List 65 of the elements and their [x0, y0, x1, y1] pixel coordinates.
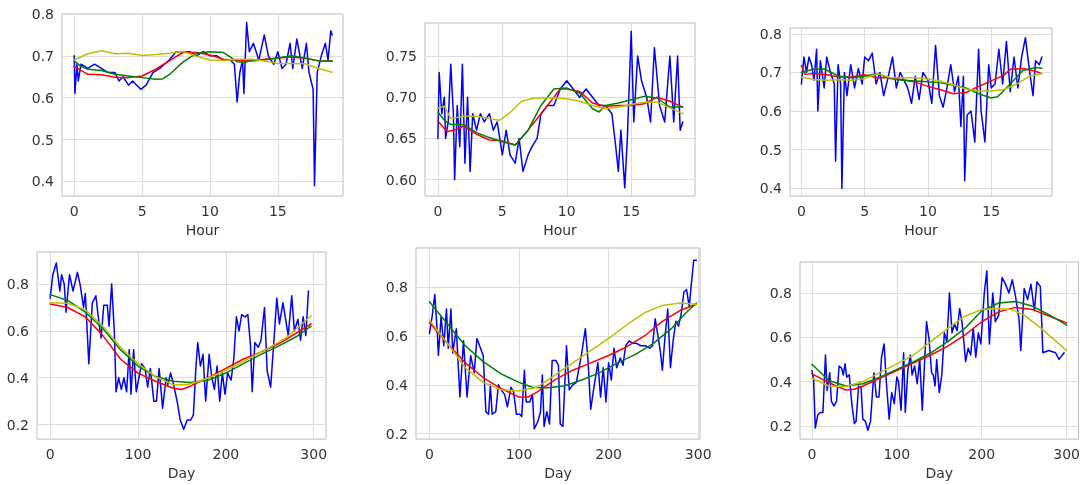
y-tick-label: 0.5	[31, 131, 54, 148]
x-axis-title: Day	[544, 465, 572, 481]
x-tick-label: 5	[497, 203, 507, 220]
x-tick-label: 0	[69, 203, 79, 220]
y-tick-label: 0.2	[6, 416, 29, 433]
x-axis-title: Day	[167, 465, 196, 481]
y-tick-label: 0.70	[385, 89, 417, 106]
line-series	[437, 30, 684, 189]
x-axis-title: Hour	[185, 222, 220, 238]
line-series	[800, 72, 1043, 92]
line-series	[73, 50, 333, 73]
x-axis-title: Day	[925, 465, 954, 481]
y-tick-label: 0.8	[6, 276, 29, 293]
line-series	[811, 270, 1065, 431]
y-tick-label: 0.8	[385, 279, 408, 296]
x-tick-label: 200	[595, 446, 622, 463]
x-tick-label: 100	[505, 446, 533, 463]
x-tick-label: 100	[883, 446, 911, 463]
line-series	[73, 21, 333, 187]
x-tick-label: 0	[796, 203, 806, 220]
y-tick-label: 0.8	[769, 284, 792, 301]
x-tick-label: 200	[212, 446, 240, 463]
y-tick-label: 0.2	[385, 425, 408, 442]
y-tick-label: 0.8	[31, 6, 54, 22]
y-tick-label: 0.8	[759, 25, 782, 42]
line-series	[428, 259, 698, 430]
x-tick-label: 10	[919, 203, 937, 220]
y-tick-label: 0.6	[759, 103, 783, 120]
y-tick-label: 0.7	[31, 47, 54, 64]
x-axis-title: Hour	[904, 222, 939, 238]
x-tick-label: 15	[982, 203, 1001, 220]
x-tick-label: 0	[433, 203, 443, 220]
y-tick-label: 0.6	[769, 329, 793, 346]
x-tick-label: 0	[45, 446, 55, 463]
x-tick-label: 200	[968, 446, 996, 463]
x-axis-title: Hour	[543, 222, 578, 238]
y-tick-label: 0.6	[31, 89, 55, 106]
line-series	[49, 262, 310, 431]
y-tick-label: 0.7	[759, 64, 782, 81]
line-series	[800, 36, 1043, 190]
x-tick-label: 10	[557, 203, 576, 220]
x-tick-label: 300	[684, 446, 712, 463]
x-tick-label: 100	[124, 446, 152, 463]
line-series	[437, 97, 684, 122]
y-tick-label: 0.6	[6, 322, 30, 339]
y-tick-label: 0.4	[31, 173, 55, 190]
y-tick-label: 0.65	[385, 130, 417, 147]
x-tick-label: 0	[807, 446, 817, 463]
x-tick-label: 5	[860, 203, 870, 220]
y-tick-label: 0.4	[769, 373, 793, 390]
y-tick-label: 0.4	[759, 180, 783, 197]
x-tick-label: 0	[424, 446, 434, 463]
y-tick-label: 0.2	[769, 417, 792, 434]
x-tick-label: 300	[1053, 446, 1081, 463]
y-tick-label: 0.4	[6, 369, 30, 386]
x-tick-label: 300	[300, 446, 328, 463]
y-tick-label: 0.6	[385, 327, 409, 344]
y-tick-label: 0.5	[759, 141, 782, 158]
x-tick-label: 5	[137, 203, 147, 220]
x-tick-label: 15	[268, 203, 287, 220]
y-tick-label: 0.75	[385, 47, 417, 64]
y-tick-label: 0.60	[385, 171, 417, 188]
x-tick-label: 10	[201, 203, 219, 220]
x-tick-label: 15	[622, 203, 641, 220]
y-tick-label: 0.4	[385, 376, 409, 393]
